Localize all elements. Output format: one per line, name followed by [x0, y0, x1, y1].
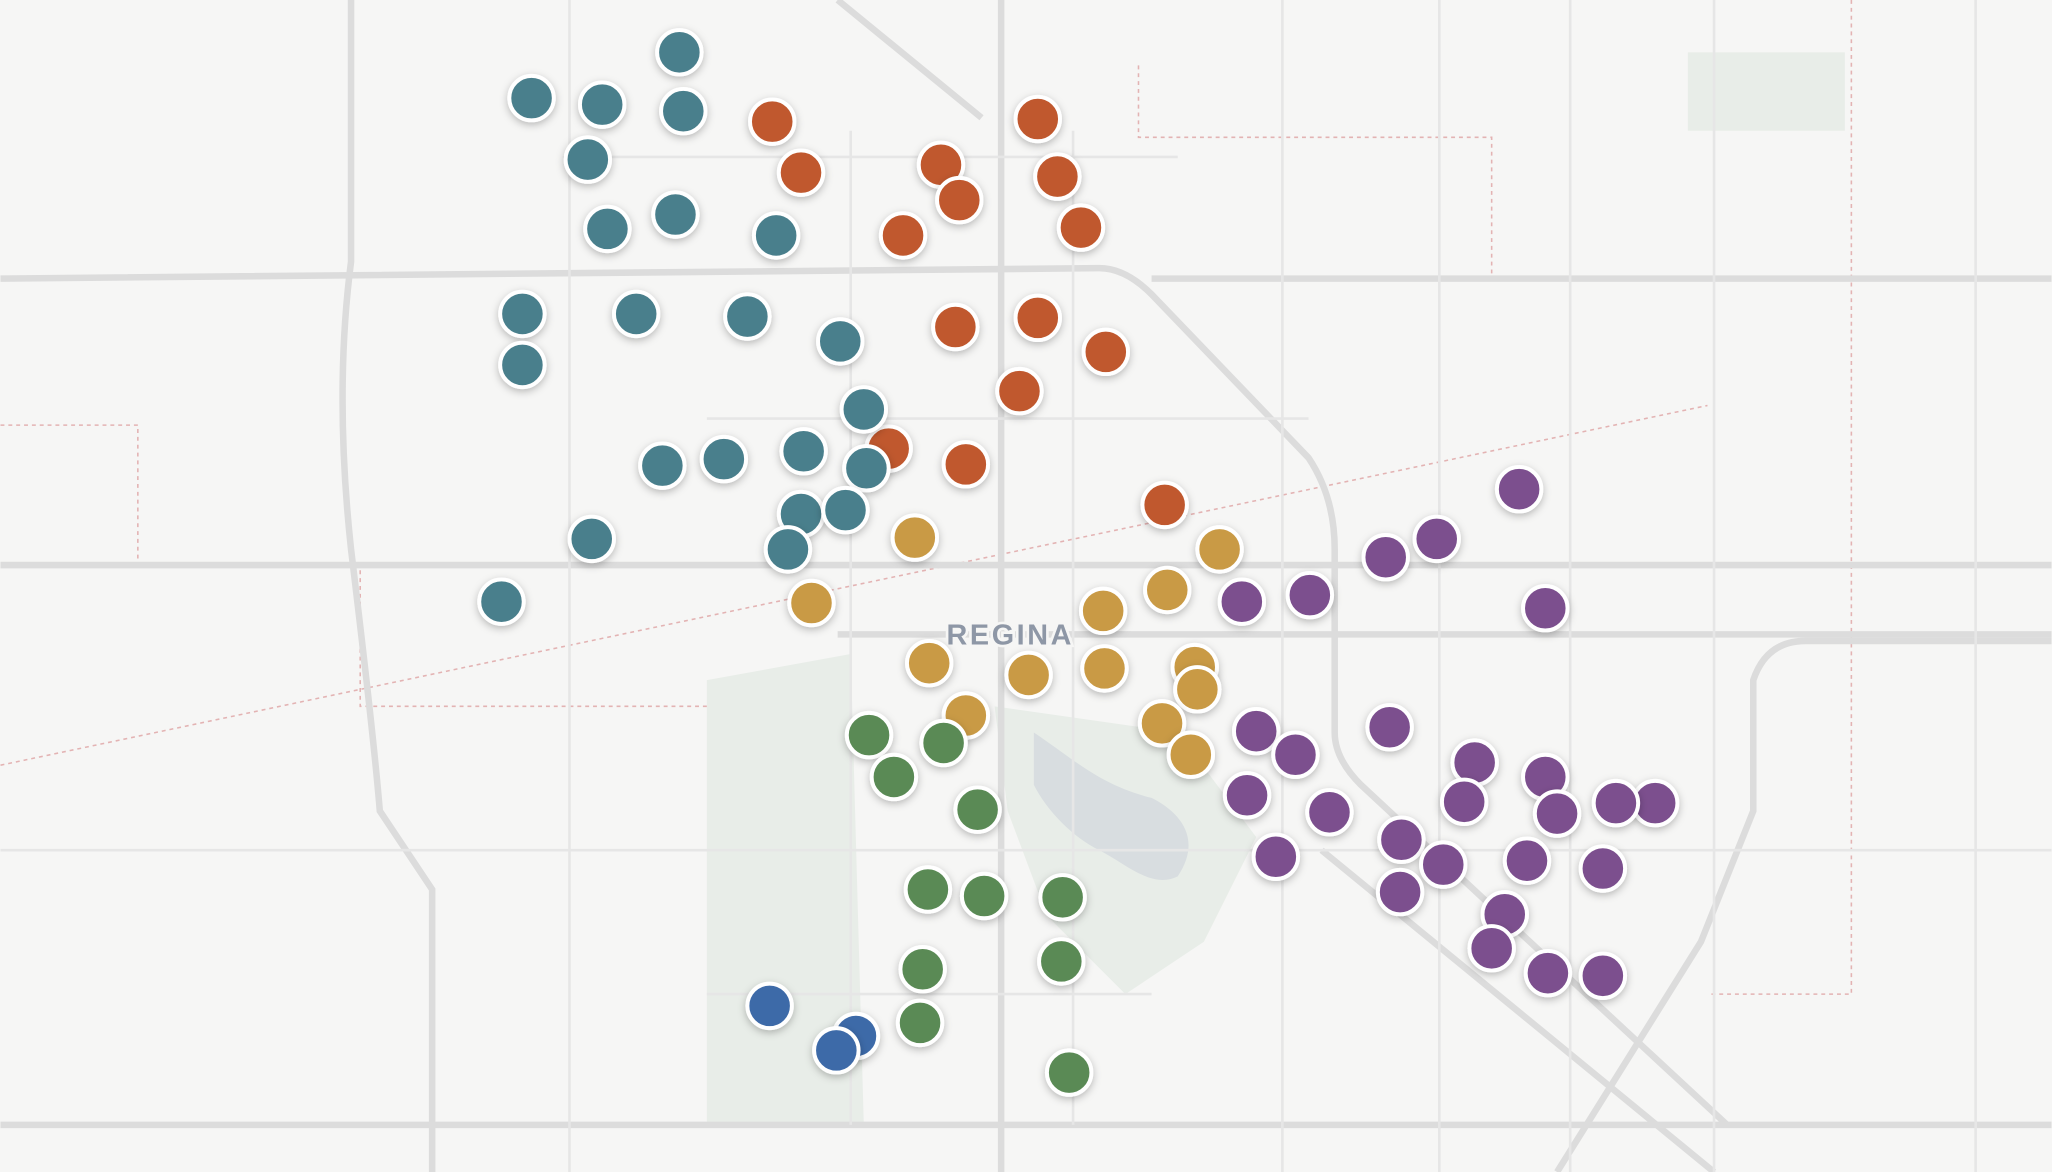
map-marker[interactable]	[905, 638, 954, 688]
map-marker[interactable]	[1450, 738, 1499, 787]
map-marker[interactable]	[903, 865, 953, 914]
map-marker[interactable]	[751, 211, 801, 260]
map-marker[interactable]	[1412, 514, 1461, 564]
map-marker[interactable]	[787, 578, 836, 628]
map-marker[interactable]	[821, 485, 870, 535]
map-marker[interactable]	[895, 998, 945, 1048]
map-marker[interactable]	[844, 710, 894, 760]
map-marker[interactable]	[1375, 867, 1425, 917]
map-marker[interactable]	[1251, 832, 1301, 881]
map-marker[interactable]	[1143, 565, 1192, 615]
map-marker[interactable]	[763, 525, 813, 574]
map-marker[interactable]	[812, 1026, 861, 1075]
map-marker[interactable]	[1137, 699, 1187, 748]
map-marker[interactable]	[1217, 577, 1267, 626]
map-marker[interactable]	[1013, 293, 1062, 343]
map-marker[interactable]	[1166, 730, 1216, 779]
markers	[477, 28, 1680, 1097]
map-marker[interactable]	[1305, 788, 1354, 837]
map-marker[interactable]	[507, 73, 556, 123]
map-marker[interactable]	[1365, 703, 1414, 752]
map-marker[interactable]	[1037, 937, 1086, 986]
map-marker[interactable]	[1523, 948, 1573, 998]
map-marker[interactable]	[563, 135, 613, 184]
map-marker[interactable]	[1140, 480, 1189, 530]
map-marker[interactable]	[1056, 203, 1106, 252]
map-marker[interactable]	[776, 148, 826, 197]
map-marker[interactable]	[890, 513, 940, 562]
map-marker[interactable]	[745, 981, 794, 1031]
map-marker[interactable]	[655, 28, 704, 77]
map-marker[interactable]	[1078, 586, 1128, 636]
map-marker[interactable]	[612, 289, 661, 339]
map-marker[interactable]	[477, 577, 526, 626]
map-marker[interactable]	[919, 718, 968, 768]
city-label: REGINA	[947, 620, 1075, 652]
map-marker[interactable]	[1081, 327, 1130, 377]
map-marker[interactable]	[1173, 665, 1222, 714]
map-marker[interactable]	[931, 302, 980, 352]
map-marker[interactable]	[1013, 94, 1062, 144]
map-marker[interactable]	[878, 211, 928, 260]
map-marker[interactable]	[1038, 873, 1087, 922]
map-marker[interactable]	[567, 514, 616, 564]
map-marker[interactable]	[583, 204, 632, 254]
map-marker[interactable]	[1232, 706, 1281, 756]
map-marker[interactable]	[577, 80, 627, 129]
map-marker[interactable]	[651, 190, 700, 239]
map-marker[interactable]	[1195, 525, 1244, 574]
map-marker[interactable]	[779, 427, 828, 476]
map-marker[interactable]	[748, 97, 797, 146]
map-marker[interactable]	[1419, 840, 1468, 889]
map-marker[interactable]	[869, 752, 919, 802]
map-marker[interactable]	[839, 385, 889, 434]
map-marker[interactable]	[1578, 844, 1628, 893]
map-marker[interactable]	[723, 292, 772, 341]
map-marker[interactable]	[842, 444, 891, 493]
map-marker[interactable]	[699, 434, 749, 484]
map-marker[interactable]	[1222, 771, 1272, 820]
map-marker[interactable]	[1377, 815, 1426, 864]
map-marker[interactable]	[1361, 533, 1410, 582]
map-marker[interactable]	[1439, 777, 1489, 827]
map-marker[interactable]	[935, 175, 984, 225]
map-marker[interactable]	[1271, 730, 1320, 779]
map-marker[interactable]	[941, 440, 991, 489]
map-marker[interactable]	[816, 317, 865, 366]
map-marker[interactable]	[1033, 152, 1082, 201]
map-marker[interactable]	[638, 441, 687, 490]
map-marker[interactable]	[959, 871, 1009, 921]
map-marker[interactable]	[953, 785, 1002, 834]
map-marker[interactable]	[498, 340, 547, 390]
map-marker[interactable]	[898, 945, 947, 994]
map-marker[interactable]	[1080, 644, 1129, 693]
map-marker[interactable]	[1004, 650, 1053, 700]
map-marker[interactable]	[1578, 951, 1628, 1000]
map-marker[interactable]	[1285, 570, 1335, 620]
map-marker[interactable]	[498, 289, 547, 339]
map-marker[interactable]	[1494, 465, 1544, 514]
map-marker[interactable]	[1502, 836, 1552, 885]
map-marker[interactable]	[1532, 789, 1582, 838]
map-marker[interactable]	[995, 366, 1044, 416]
map-marker[interactable]	[1591, 778, 1641, 828]
map-marker[interactable]	[1467, 924, 1516, 973]
map-marker[interactable]	[659, 86, 708, 136]
map-marker[interactable]	[1044, 1048, 1094, 1097]
map-marker[interactable]	[1521, 584, 1570, 633]
